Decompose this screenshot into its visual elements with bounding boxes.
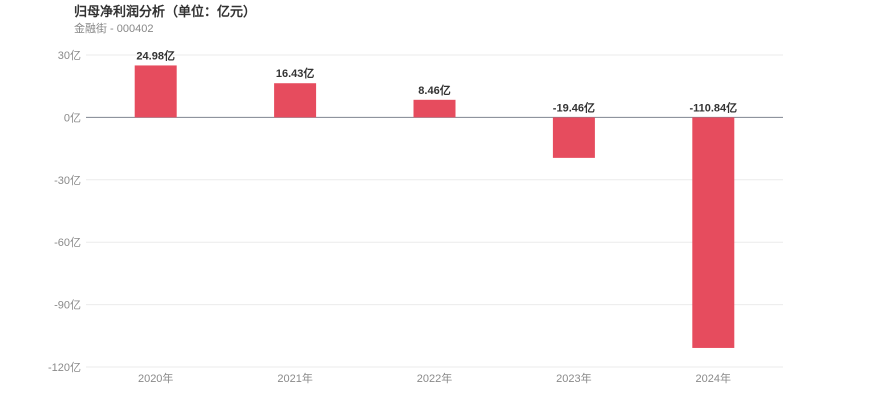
x-tick-label: 2023年 [556, 371, 591, 385]
data-label: 24.98亿 [136, 48, 175, 62]
x-tick-label: 2021年 [277, 371, 312, 385]
data-label: 16.43亿 [276, 66, 315, 80]
chart-title: 归母净利润分析（单位：亿元） [74, 4, 257, 19]
y-tick-label: 0亿 [64, 111, 81, 124]
bar[interactable] [274, 83, 317, 118]
data-label: -110.84亿 [689, 100, 737, 114]
y-tick-label: -90亿 [54, 299, 81, 312]
chart-subtitle: 金融街 - 000402 [74, 23, 154, 35]
bar[interactable] [552, 117, 595, 158]
x-tick-label: 2022年 [417, 371, 452, 385]
x-tick-label: 2020年 [138, 371, 173, 385]
y-tick-label: -30亿 [54, 174, 81, 187]
y-tick-label: 30亿 [58, 49, 81, 62]
data-label: -19.46亿 [553, 100, 595, 114]
x-tick-label: 2024年 [696, 371, 731, 385]
bar[interactable] [134, 65, 177, 118]
bar[interactable] [413, 99, 456, 118]
y-tick-label: -120亿 [48, 361, 81, 374]
data-label: 8.46亿 [418, 83, 450, 97]
bar[interactable] [692, 117, 735, 348]
y-tick-label: -60亿 [54, 236, 81, 249]
